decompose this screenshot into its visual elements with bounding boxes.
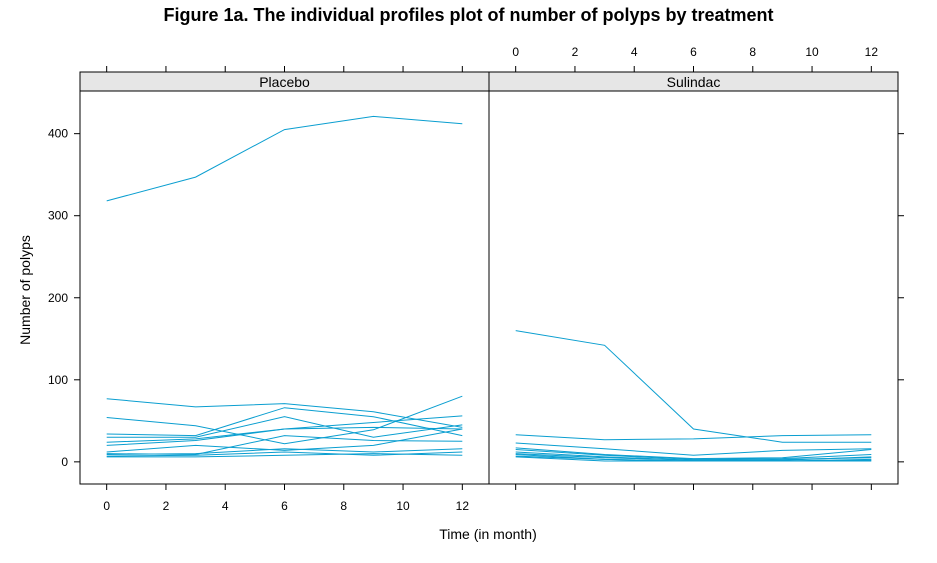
- profile-line-sulindac-2: [515, 434, 872, 441]
- x-tick-label-top: 0: [512, 45, 519, 59]
- profile-line-placebo-7: [106, 426, 463, 446]
- profile-line-placebo-3: [106, 395, 463, 445]
- x-tick-label: 8: [340, 499, 347, 513]
- profile-lines-layer: [106, 115, 872, 462]
- y-axis-label: Number of polyps: [17, 235, 33, 345]
- x-tick-label: 4: [222, 499, 229, 513]
- profile-line-placebo-4: [106, 407, 463, 437]
- profile-line-placebo-5: [106, 416, 463, 438]
- profile-line-placebo-8: [106, 428, 463, 453]
- x-tick-label-top: 10: [805, 45, 819, 59]
- panel-strip-label-sulindac: Sulindac: [667, 74, 721, 90]
- x-tick-label-top: 2: [572, 45, 579, 59]
- x-tick-label: 10: [396, 499, 410, 513]
- x-tick-label: 0: [103, 499, 110, 513]
- x-tick-label-top: 12: [865, 45, 879, 59]
- profile-line-placebo-2: [106, 398, 463, 428]
- profile-line-placebo-1: [106, 115, 463, 202]
- panel-frame-placebo: [79, 90, 490, 485]
- profile-line-sulindac-3: [515, 442, 872, 456]
- x-tick-label-top: 4: [631, 45, 638, 59]
- y-tick-label: 0: [61, 455, 68, 469]
- y-tick-label: 200: [48, 291, 68, 305]
- profile-line-sulindac-1: [515, 330, 872, 443]
- panel-strip-label-placebo: Placebo: [259, 74, 310, 90]
- x-tick-label-top: 6: [690, 45, 697, 59]
- y-tick-label: 400: [48, 127, 68, 141]
- y-tick-label: 300: [48, 209, 68, 223]
- x-axis-label: Time (in month): [439, 526, 537, 542]
- profile-line-sulindac-4: [515, 447, 872, 460]
- panel-frame-sulindac: [488, 90, 899, 485]
- chart-title: Figure 1a. The individual profiles plot …: [163, 5, 774, 25]
- y-tick-label: 100: [48, 373, 68, 387]
- x-tick-label-top: 8: [749, 45, 756, 59]
- axes-layer: Placebo 0 2 4 6 8 10 12 Sulindac 0 2 4 6 8 10 12 0 100 200…: [48, 45, 904, 513]
- profile-line-placebo-12: [106, 453, 463, 458]
- profile-line-sulindac-10: [515, 456, 872, 462]
- x-tick-label: 12: [456, 499, 470, 513]
- profile-line-sulindac-7: [515, 453, 872, 461]
- x-tick-label: 2: [163, 499, 170, 513]
- profile-line-sulindac-5: [515, 449, 872, 460]
- profile-line-placebo-10: [106, 448, 463, 455]
- x-tick-label: 6: [281, 499, 288, 513]
